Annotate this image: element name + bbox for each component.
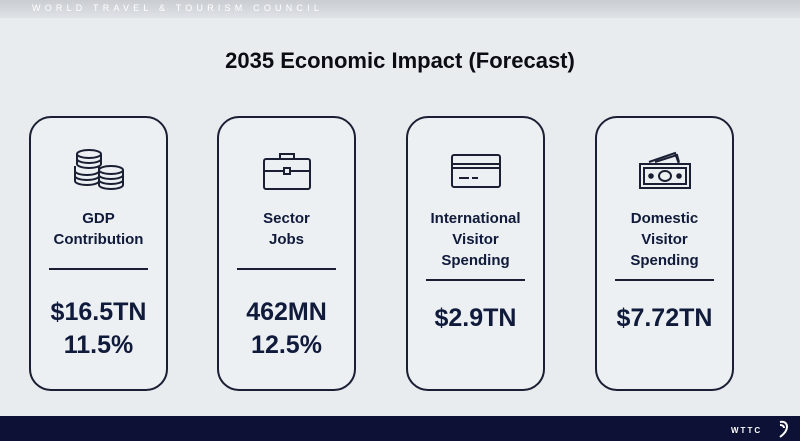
wttc-logo-icon (779, 420, 789, 438)
footer-bar: WTTC (0, 416, 800, 441)
footer-brand: WTTC (731, 426, 763, 435)
header-strip: WORLD TRAVEL & TOURISM COUNCIL (0, 0, 800, 18)
card-label: GDP Contribution (53, 210, 144, 248)
coins-stack-icon (31, 146, 166, 196)
credit-card-icon (408, 146, 543, 196)
divider (237, 268, 336, 270)
banknotes-icon (597, 146, 732, 196)
divider (615, 279, 714, 281)
card-value: $16.5TN 11.5% (50, 298, 147, 359)
divider (49, 268, 148, 270)
org-name: WORLD TRAVEL & TOURISM COUNCIL (32, 3, 324, 13)
card-gdp-contribution: GDP Contribution $16.5TN 11.5% (29, 116, 168, 391)
card-domestic-visitor-spending: Domestic Visitor Spending $7.72TN (595, 116, 734, 391)
divider (426, 279, 525, 281)
card-label: International Visitor Spending (430, 210, 521, 269)
briefcase-icon (219, 146, 354, 196)
card-value: $2.9TN (434, 304, 517, 332)
card-international-visitor-spending: International Visitor Spending $2.9TN (406, 116, 545, 391)
card-label: Domestic Visitor Spending (630, 210, 699, 269)
card-value: $7.72TN (616, 304, 713, 332)
card-sector-jobs: Sector Jobs 462MN 12.5% (217, 116, 356, 391)
card-label: Sector Jobs (263, 210, 310, 248)
page-title: 2035 Economic Impact (Forecast) (225, 48, 575, 73)
card-value: 462MN 12.5% (246, 298, 327, 359)
